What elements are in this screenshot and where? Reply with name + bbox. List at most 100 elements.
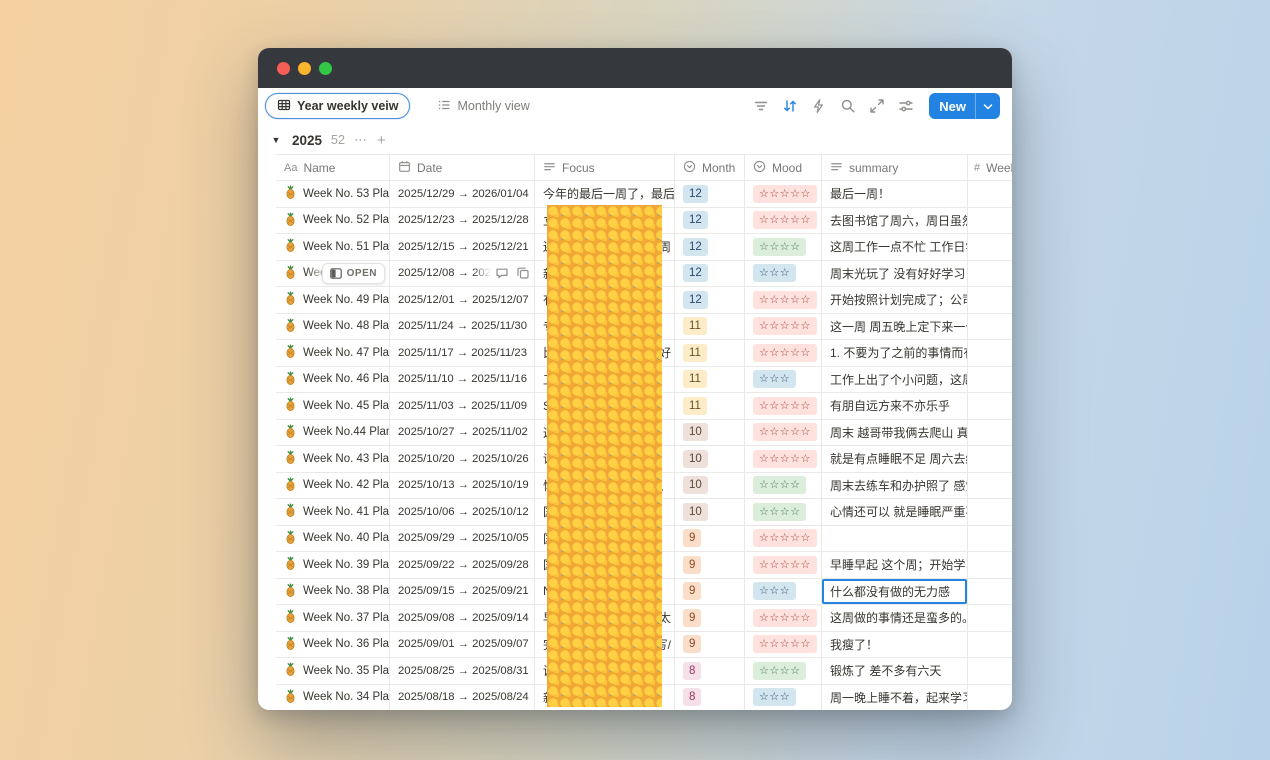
date-cell[interactable]: 2025/12/15 → 2025/12/21 [390, 234, 535, 260]
summary-cell[interactable]: 1. 不要为了之前的事情而有负面 [822, 340, 968, 366]
view-settings-icon[interactable] [898, 98, 914, 114]
name-cell[interactable]: Week No. 34 Plan OPEN [276, 684, 390, 710]
mood-cell[interactable]: ☆☆☆☆☆ [745, 525, 822, 551]
copy-icon[interactable] [516, 266, 530, 280]
week-number-cell[interactable] [968, 685, 1012, 711]
name-cell[interactable]: Week No. 42 Plan OPEN [276, 472, 390, 498]
focus-cell[interactable]: 今年的最后一周了，最后一天的 [535, 181, 675, 207]
table-row[interactable]: Week No. 36 Plan OPEN 2025/09/01 → 2025/… [276, 631, 1012, 658]
month-cell[interactable]: 9 [675, 525, 745, 551]
mood-cell[interactable]: ☆☆☆ [745, 578, 822, 604]
group-more-button[interactable]: ⋯ [353, 132, 368, 147]
mood-cell[interactable]: ☆☆☆☆ [745, 499, 822, 525]
month-cell[interactable]: 10 [675, 472, 745, 498]
name-cell[interactable]: Week No. 52 Plan OPEN [276, 207, 390, 233]
mood-cell[interactable]: ☆☆☆☆☆ [745, 446, 822, 472]
summary-cell[interactable]: 开始按照计划完成了；公司安排 [822, 287, 968, 313]
name-cell[interactable]: Week No. 5 OPEN [276, 260, 390, 286]
table-row[interactable]: Week No. 5 OPEN 2025/12/08 → 2025/ [276, 260, 1012, 287]
tab-monthly-view[interactable]: Monthly view [426, 93, 540, 119]
week-number-cell[interactable] [968, 367, 1012, 393]
search-icon[interactable] [840, 98, 856, 114]
month-cell[interactable]: 11 [675, 366, 745, 392]
mood-cell[interactable]: ☆☆☆☆☆ [745, 552, 822, 578]
month-cell[interactable]: 9 [675, 631, 745, 657]
summary-cell[interactable]: 我瘦了！ [822, 631, 968, 657]
group-add-row-button[interactable]: + [376, 131, 386, 149]
date-cell[interactable]: 2025/09/01 → 2025/09/07 [390, 631, 535, 657]
name-cell[interactable]: Week No. 35 Plan OPEN [276, 658, 390, 684]
month-cell[interactable]: 10 [675, 499, 745, 525]
summary-cell[interactable]: 锻炼了 差不多有六天 [822, 658, 968, 684]
week-number-cell[interactable] [968, 499, 1012, 525]
minimize-button[interactable] [298, 61, 311, 75]
date-cell[interactable]: 2025/09/08 → 2025/09/14 [390, 605, 535, 631]
summary-cell[interactable]: 心情还可以 就是睡眠严重不足 [822, 499, 968, 525]
week-number-cell[interactable] [968, 658, 1012, 684]
summary-cell[interactable]: 就是有点睡眠不足 周六去练车 几 [822, 446, 968, 472]
name-cell[interactable]: Week No. 37 Plan OPEN [276, 605, 390, 631]
date-cell[interactable]: 2025/12/01 → 2025/12/07 [390, 287, 535, 313]
name-cell[interactable]: Week No. 38 Plan OPEN [276, 578, 390, 604]
summary-cell[interactable]: 早睡早起 这个周；开始学习日文 [822, 552, 968, 578]
zoom-button[interactable] [319, 61, 332, 75]
summary-cell[interactable]: 去图书馆了周六，周日虽然在家 [822, 207, 968, 233]
summary-cell[interactable]: 这周做的事情还是蛮多的。运动 [822, 605, 968, 631]
mood-cell[interactable]: ☆☆☆☆☆ [745, 287, 822, 313]
week-number-cell[interactable] [968, 526, 1012, 552]
name-cell[interactable]: Week No. 46 Plan OPEN [276, 366, 390, 392]
week-number-cell[interactable] [968, 552, 1012, 578]
mood-cell[interactable]: ☆☆☆☆☆ [745, 605, 822, 631]
column-header-mood[interactable]: Mood [745, 155, 822, 180]
month-cell[interactable]: 9 [675, 605, 745, 631]
week-number-cell[interactable] [968, 420, 1012, 446]
week-number-cell[interactable] [968, 393, 1012, 419]
date-cell[interactable]: 2025/09/29 → 2025/10/05 [390, 525, 535, 551]
name-cell[interactable]: Week No. 39 Plan OPEN [276, 552, 390, 578]
table-row[interactable]: Week No. 39 Plan OPEN 2025/09/22 → 2025/… [276, 552, 1012, 579]
month-cell[interactable]: 11 [675, 313, 745, 339]
tab-year-weekly-view[interactable]: Year weekly veiw [265, 93, 411, 119]
summary-cell[interactable]: 周末 越哥带我俩去爬山 真爽啊 [822, 419, 968, 445]
mood-cell[interactable]: ☆☆☆☆☆ [745, 313, 822, 339]
mood-cell[interactable]: ☆☆☆☆ [745, 234, 822, 260]
name-cell[interactable]: Week No. 40 Plan OPEN [276, 525, 390, 551]
mood-cell[interactable]: ☆☆☆☆☆ [745, 631, 822, 657]
summary-cell[interactable]: 周末去练车和办护照了 感觉真的 [822, 472, 968, 498]
week-number-cell[interactable] [968, 632, 1012, 658]
mood-cell[interactable]: ☆☆☆☆☆ [745, 393, 822, 419]
summary-cell[interactable] [822, 525, 968, 551]
week-number-cell[interactable] [968, 446, 1012, 472]
summary-cell[interactable]: 工作上出了个小问题，这周也很 [822, 366, 968, 392]
group-title[interactable]: 2025 [292, 132, 323, 148]
date-cell[interactable]: 2025/09/22 → 2025/09/28 [390, 552, 535, 578]
summary-cell[interactable]: 什么都没有做的无力感 [822, 578, 968, 604]
automation-bolt-icon[interactable] [811, 98, 827, 114]
window-titlebar[interactable] [258, 48, 1012, 88]
column-header-focus[interactable]: Focus [535, 155, 675, 180]
filter-icon[interactable] [753, 98, 769, 114]
name-cell[interactable]: Week No. 45 Plan OPEN [276, 393, 390, 419]
mood-cell[interactable]: ☆☆☆☆ [745, 658, 822, 684]
month-cell[interactable]: 11 [675, 393, 745, 419]
column-header-summary[interactable]: summary [822, 155, 968, 180]
week-number-cell[interactable] [968, 181, 1012, 207]
summary-cell[interactable]: 周一晚上睡不着，起来学习做饭 [822, 684, 968, 710]
date-cell[interactable]: 2025/12/08 → 2025/ [390, 260, 535, 286]
date-cell[interactable]: 2025/10/20 → 2025/10/26 [390, 446, 535, 472]
open-row-button[interactable]: OPEN [321, 262, 385, 284]
date-cell[interactable]: 2025/12/23 → 2025/12/28 [390, 207, 535, 233]
table-row[interactable]: Week No. 53 Plan OPEN 2025/12/29 → 2026/… [276, 181, 1012, 208]
date-cell[interactable]: 2025/11/17 → 2025/11/23 [390, 340, 535, 366]
name-cell[interactable]: Week No. 51 Plan OPEN [276, 234, 390, 260]
date-cell[interactable]: 2025/11/03 → 2025/11/09 [390, 393, 535, 419]
mood-cell[interactable]: ☆☆☆ [745, 684, 822, 710]
week-number-cell[interactable] [968, 605, 1012, 631]
date-cell[interactable]: 2025/10/06 → 2025/10/12 [390, 499, 535, 525]
mood-cell[interactable]: ☆☆☆☆ [745, 472, 822, 498]
week-number-cell[interactable] [968, 314, 1012, 340]
month-cell[interactable]: 10 [675, 419, 745, 445]
week-number-cell[interactable] [968, 287, 1012, 313]
week-number-cell[interactable] [968, 473, 1012, 499]
column-header-name[interactable]: Aa Name [276, 155, 390, 180]
